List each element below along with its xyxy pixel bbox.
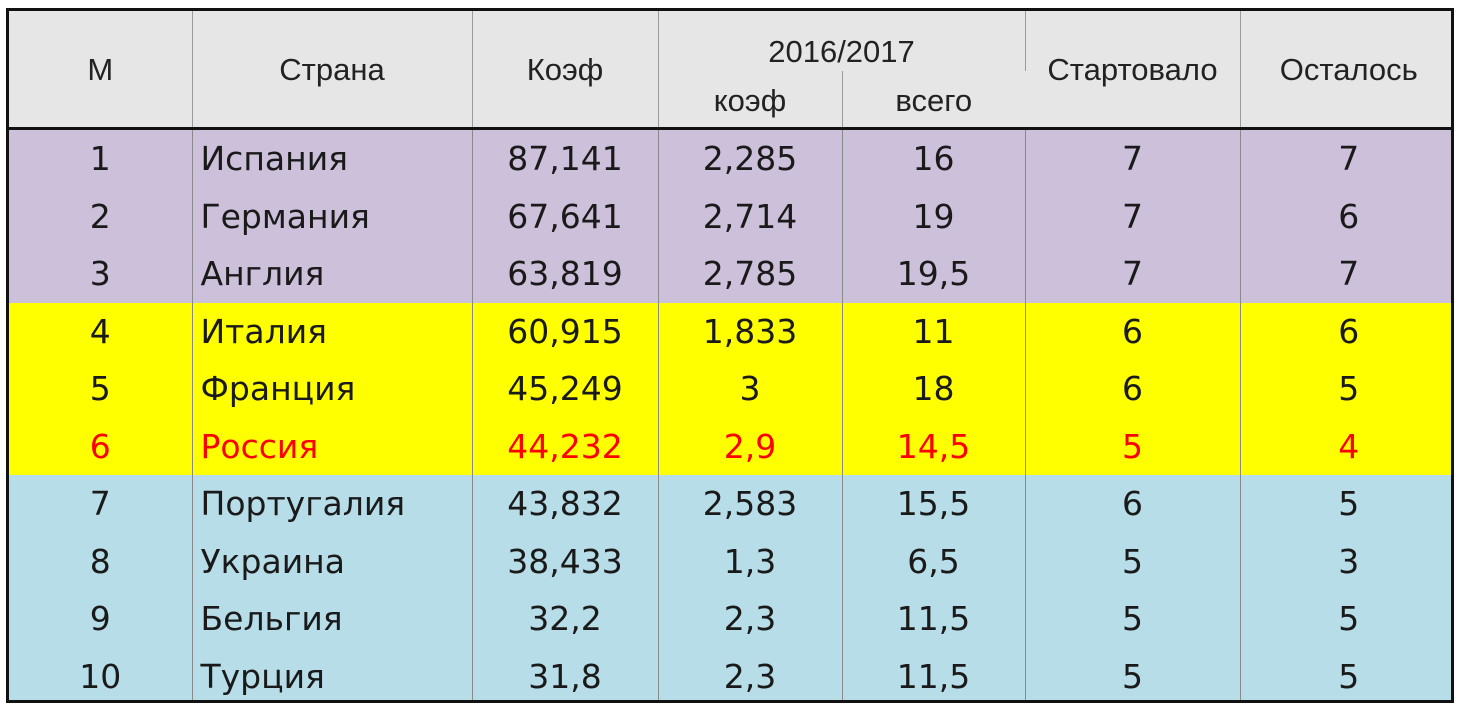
cell-remaining: 6 (1240, 187, 1451, 245)
cell-started: 6 (1025, 302, 1241, 360)
cell-m: 1 (9, 128, 193, 188)
cell-season-total: 19 (842, 187, 1026, 245)
cell-season-coef: 2,3 (658, 590, 843, 648)
cell-started: 7 (1025, 245, 1241, 303)
table-row: 9 Бельгия 32,2 2,3 11,5 5 5 (9, 590, 1451, 648)
cell-remaining: 5 (1240, 590, 1451, 648)
cell-remaining: 5 (1240, 360, 1451, 418)
cell-started: 7 (1025, 128, 1241, 188)
cell-season-total: 18 (842, 360, 1026, 418)
table-row: 4 Италия 60,915 1,833 11 6 6 (9, 302, 1451, 360)
table-row: 1 Испания 87,141 2,285 16 7 7 (9, 128, 1451, 188)
table-row-highlighted: 6 Россия 44,232 2,9 14,5 5 4 (9, 417, 1451, 475)
cell-started: 6 (1025, 475, 1241, 533)
table-row: 8 Украина 38,433 1,3 6,5 5 3 (9, 532, 1451, 590)
cell-country: Англия (192, 245, 473, 303)
cell-remaining: 5 (1240, 475, 1451, 533)
cell-season-coef: 2,714 (658, 187, 843, 245)
cell-season-total: 6,5 (842, 532, 1026, 590)
cell-coef: 44,232 (472, 417, 659, 475)
cell-season-total: 16 (842, 128, 1026, 188)
cell-coef: 31,8 (472, 647, 659, 700)
cell-coef: 45,249 (472, 360, 659, 418)
cell-started: 6 (1025, 360, 1241, 418)
header-remaining: Осталось (1240, 11, 1451, 129)
cell-m: 6 (9, 417, 193, 475)
cell-coef: 87,141 (472, 128, 659, 188)
cell-season-total: 11 (842, 302, 1026, 360)
cell-m: 4 (9, 302, 193, 360)
cell-season-coef: 2,285 (658, 128, 843, 188)
table-body: 1 Испания 87,141 2,285 16 7 7 2 Германия… (9, 128, 1451, 700)
cell-season-coef: 3 (658, 360, 843, 418)
cell-season-coef: 1,3 (658, 532, 843, 590)
cell-country: Бельгия (192, 590, 473, 648)
cell-season-coef: 2,9 (658, 417, 843, 475)
header-season: 2016/2017 (658, 11, 1026, 71)
cell-coef: 32,2 (472, 590, 659, 648)
cell-country: Италия (192, 302, 473, 360)
table-row: 10 Турция 31,8 2,3 11,5 5 5 (9, 647, 1451, 700)
table-row: 2 Германия 67,641 2,714 19 7 6 (9, 187, 1451, 245)
cell-season-total: 15,5 (842, 475, 1026, 533)
cell-coef: 60,915 (472, 302, 659, 360)
header-season-coef: коэф (658, 71, 843, 129)
cell-season-total: 14,5 (842, 417, 1026, 475)
header-m: М (9, 11, 193, 129)
cell-season-coef: 1,833 (658, 302, 843, 360)
cell-remaining: 6 (1240, 302, 1451, 360)
table-row: 3 Англия 63,819 2,785 19,5 7 7 (9, 245, 1451, 303)
cell-season-coef: 2,785 (658, 245, 843, 303)
cell-started: 5 (1025, 590, 1241, 648)
header-started: Стартовало (1025, 11, 1241, 129)
cell-country: Португалия (192, 475, 473, 533)
cell-m: 8 (9, 532, 193, 590)
cell-season-total: 11,5 (842, 647, 1026, 700)
cell-country: Германия (192, 187, 473, 245)
cell-country: Испания (192, 128, 473, 188)
cell-remaining: 7 (1240, 245, 1451, 303)
cell-started: 7 (1025, 187, 1241, 245)
cell-remaining: 4 (1240, 417, 1451, 475)
header-season-total: всего (842, 71, 1026, 129)
ranking-table: М Страна Коэф 2016/2017 Стартовало Остал… (9, 11, 1451, 700)
cell-remaining: 5 (1240, 647, 1451, 700)
table-row: 7 Португалия 43,832 2,583 15,5 6 5 (9, 475, 1451, 533)
cell-started: 5 (1025, 532, 1241, 590)
cell-season-total: 11,5 (842, 590, 1026, 648)
cell-started: 5 (1025, 647, 1241, 700)
cell-remaining: 7 (1240, 128, 1451, 188)
cell-m: 10 (9, 647, 193, 700)
cell-country: Турция (192, 647, 473, 700)
cell-coef: 43,832 (472, 475, 659, 533)
cell-coef: 38,433 (472, 532, 659, 590)
header-coef: Коэф (472, 11, 659, 129)
cell-country: Франция (192, 360, 473, 418)
ranking-table-container: М Страна Коэф 2016/2017 Стартовало Остал… (6, 8, 1454, 703)
cell-m: 5 (9, 360, 193, 418)
cell-m: 2 (9, 187, 193, 245)
cell-coef: 63,819 (472, 245, 659, 303)
cell-m: 3 (9, 245, 193, 303)
cell-remaining: 3 (1240, 532, 1451, 590)
cell-started: 5 (1025, 417, 1241, 475)
cell-m: 9 (9, 590, 193, 648)
cell-season-total: 19,5 (842, 245, 1026, 303)
header-country: Страна (192, 11, 473, 129)
cell-season-coef: 2,3 (658, 647, 843, 700)
cell-country: Украина (192, 532, 473, 590)
table-row: 5 Франция 45,249 3 18 6 5 (9, 360, 1451, 418)
cell-m: 7 (9, 475, 193, 533)
cell-coef: 67,641 (472, 187, 659, 245)
cell-country: Россия (192, 417, 473, 475)
cell-season-coef: 2,583 (658, 475, 843, 533)
table-header: М Страна Коэф 2016/2017 Стартовало Остал… (9, 11, 1451, 129)
